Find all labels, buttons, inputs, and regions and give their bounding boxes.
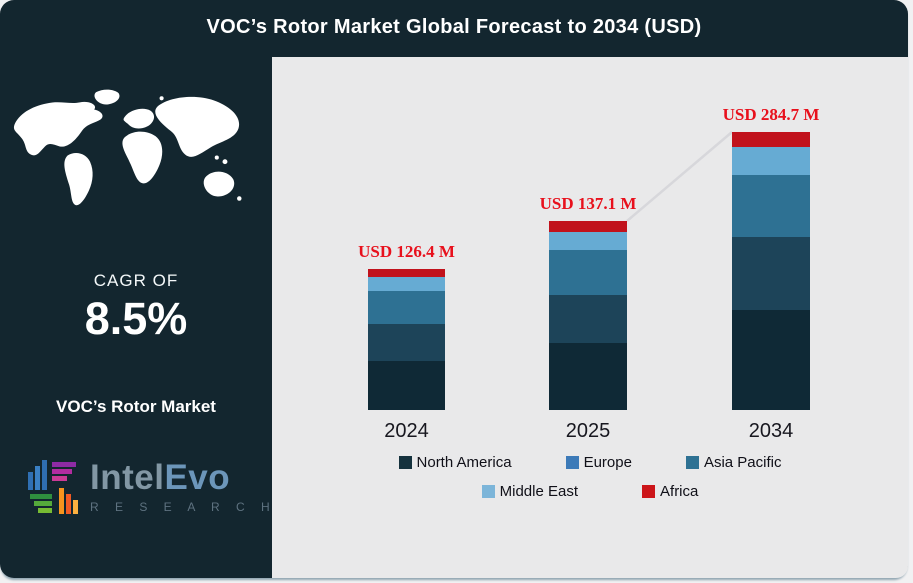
value-label-2034: USD 284.7 M [722,105,820,124]
bar-segment-europe-2024 [368,324,445,361]
value-label-2025: USD 137.1 M [539,194,637,213]
bar-segment-asia-pacific-2025 [549,250,627,295]
intelevo-pinwheel-bars-icon [28,460,78,514]
legend-swatch-asia-pacific [685,456,699,469]
bar-2024 [368,269,445,410]
bar-segment-north-america-2034 [732,310,810,410]
cagr-label: CAGR OF [93,271,179,290]
bar-segment-north-america-2024 [368,361,445,410]
intelevo-logo: IntelEvo R E S E A R C H [26,458,276,516]
legend-label-europe: Europe [583,454,632,471]
bar-segment-middle-east-2024 [368,277,445,291]
legend-row-1: North America Europe Asia Pacific [272,454,908,471]
bar-segment-europe-2025 [549,295,627,343]
legend-label-north-america: North America [416,454,512,471]
value-label-2024: USD 126.4 M [358,242,455,261]
bar-segment-middle-east-2034 [732,147,810,175]
logo-subtitle: R E S E A R C H [90,500,277,514]
bar-segment-africa-2024 [368,269,445,277]
logo-name-intel: Intel [90,458,165,497]
legend-swatch-europe [565,456,579,469]
bar-segment-asia-pacific-2024 [368,291,445,324]
world-map-icon [13,89,242,206]
bar-2025 [549,221,627,410]
legend-row-2: Middle East Africa [272,483,908,500]
logo-name: IntelEvo [90,460,276,495]
legend-swatch-north-america [398,456,412,469]
logo-name-evo: Evo [164,458,231,497]
legend-item-africa: Africa [642,483,698,500]
market-name: VOC’s Rotor Market [56,397,216,416]
year-label-2034: 2034 [748,420,794,442]
legend-label-middle-east: Middle East [499,483,579,500]
year-label-2025: 2025 [565,420,611,442]
year-label-2024: 2024 [384,420,429,442]
bar-segment-asia-pacific-2034 [732,175,810,237]
legend-item-north-america: North America [398,454,512,471]
bar-segment-north-america-2025 [549,343,627,410]
legend-swatch-middle-east [481,485,495,498]
bar-segment-europe-2034 [732,237,810,310]
bar-2034 [732,132,810,410]
page-title: VOC’s Rotor Market Global Forecast to 20… [206,16,702,38]
legend-item-middle-east: Middle East [481,483,579,500]
bar-segment-africa-2034 [732,132,810,147]
cagr-value: 8.5% [84,293,188,344]
bar-segment-middle-east-2025 [549,232,627,250]
legend-label-asia-pacific: Asia Pacific [703,454,782,471]
legend-item-asia-pacific: Asia Pacific [685,454,782,471]
legend-item-europe: Europe [565,454,632,471]
chart-panel: USD 126.4 M 2024 USD 137.1 M 2025 USD 284.7 … [272,57,908,578]
legend-label-africa: Africa [660,483,699,500]
bar-segment-africa-2025 [549,221,627,232]
legend-swatch-africa [642,485,656,498]
logo-text: IntelEvo R E S E A R C H [90,460,276,514]
